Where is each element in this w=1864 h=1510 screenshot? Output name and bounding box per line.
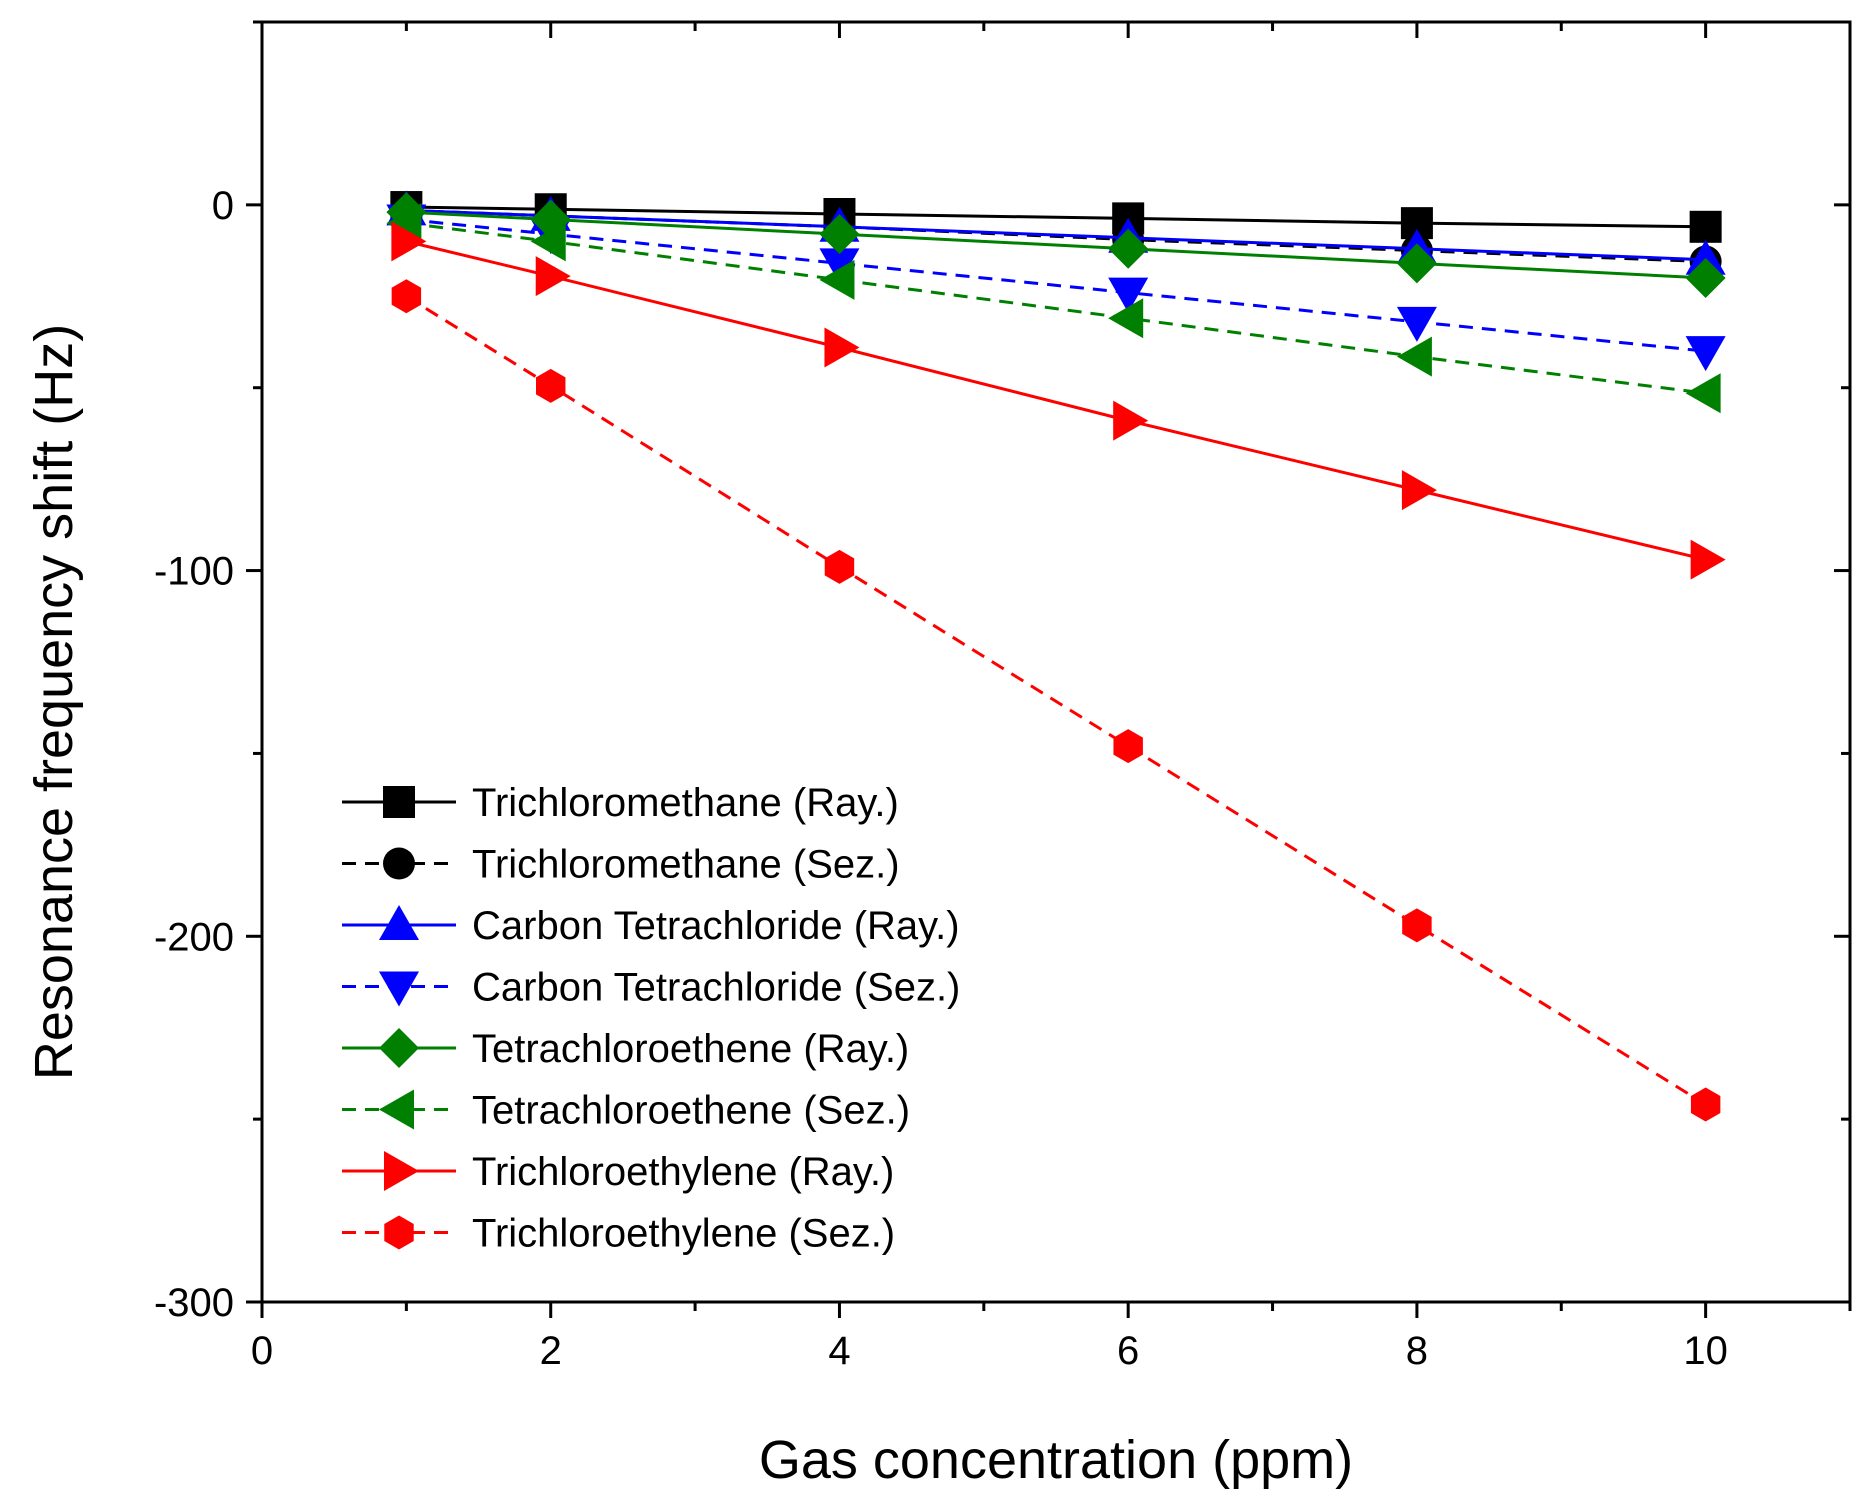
data-point [536,368,566,403]
x-tick-label: 6 [1117,1329,1139,1373]
data-point [1108,298,1144,339]
data-point [1113,400,1149,441]
data-point [819,259,855,300]
data-point [1685,258,1726,298]
data-point [1396,336,1432,377]
legend-label: Carbon Tetrachloride (Ray.) [472,904,960,948]
x-tick-label: 10 [1683,1329,1728,1373]
legend-marker [379,905,419,940]
data-point [1685,239,1726,275]
data-point [1689,210,1722,243]
x-tick-label: 4 [828,1329,850,1373]
y-tick-label: -300 [154,1281,234,1325]
legend-marker [384,1215,414,1250]
legend-entry: Tetrachloroethene (Sez.) [342,1089,910,1133]
data-point [824,327,860,368]
series-4 [386,192,1726,298]
data-point [391,221,427,262]
legend-label: Carbon Tetrachloride (Sez.) [472,966,960,1010]
legend-marker [379,1089,414,1130]
data-point [386,203,422,244]
data-point [819,214,860,255]
series-line [405,295,1707,1106]
data-point [391,279,422,314]
data-point [1402,908,1432,943]
y-axis: 0 -100 -200 -300 [154,20,1850,1325]
data-point [1401,470,1437,511]
series-line [406,217,1706,353]
series-line [406,210,1706,280]
series-layer [386,190,1726,1122]
data-point [1108,277,1149,313]
data-point [1690,539,1726,580]
legend-entry: Carbon Tetrachloride (Ray.) [342,904,960,948]
legend-marker [383,786,415,818]
legend-label: Trichloromethane (Sez.) [472,843,900,887]
series-3 [386,204,1726,372]
plot-frame [260,20,1852,1304]
legend-label: Trichloroethylene (Ray.) [472,1150,894,1194]
data-point [1113,729,1143,764]
legend-entry: Trichloroethylene (Sez.) [342,1212,895,1256]
y-tick-label: 0 [212,184,234,228]
legend-marker [379,971,419,1007]
legend-label: Trichloroethylene (Sez.) [472,1212,895,1256]
y-tick-label: -200 [154,915,234,959]
legend-marker [379,1028,419,1068]
series-5 [386,203,1721,414]
series-6 [391,221,1726,580]
series-2 [386,190,1726,275]
data-point [1396,306,1437,342]
data-point [1108,228,1149,269]
series-line [406,205,1706,229]
series-line [406,221,1706,395]
data-point [824,549,855,584]
x-tick-label: 2 [540,1329,562,1373]
series-7 [391,279,1721,1122]
plot-border [260,20,1852,1304]
legend-label: Tetrachloroethene (Ray.) [472,1027,909,1071]
legend-entry: Carbon Tetrachloride (Sez.) [342,966,960,1010]
data-point [535,256,571,297]
x-tick-label: 0 [251,1329,273,1373]
series-line [406,239,1706,562]
legend-marker [383,847,415,880]
y-axis-title: Resonance frequency shift (Hz) [24,324,84,1080]
data-point [1690,1087,1721,1122]
legend-marker [384,1151,419,1191]
x-axis: 0 2 4 6 8 10 [251,22,1852,1373]
x-tick-label: 8 [1406,1329,1428,1373]
data-point [530,221,566,262]
data-point [819,248,860,284]
legend-entry: Trichloroethylene (Ray.) [342,1150,894,1194]
data-point [1396,243,1437,284]
y-tick-label: -100 [154,550,234,594]
legend-entry: Trichloromethane (Sez.) [342,843,900,887]
legend-label: Tetrachloroethene (Sez.) [472,1089,910,1133]
series-line [406,208,1706,262]
legend-entry: Trichloromethane (Ray.) [342,781,899,825]
x-axis-title: Gas concentration (ppm) [759,1430,1353,1490]
legend: Trichloromethane (Ray.) Trichloromethane … [342,781,960,1256]
legend-entry: Tetrachloroethene (Ray.) [342,1027,909,1071]
data-point [1685,336,1726,372]
legend-label: Trichloromethane (Ray.) [472,781,899,825]
data-point [1685,373,1721,414]
